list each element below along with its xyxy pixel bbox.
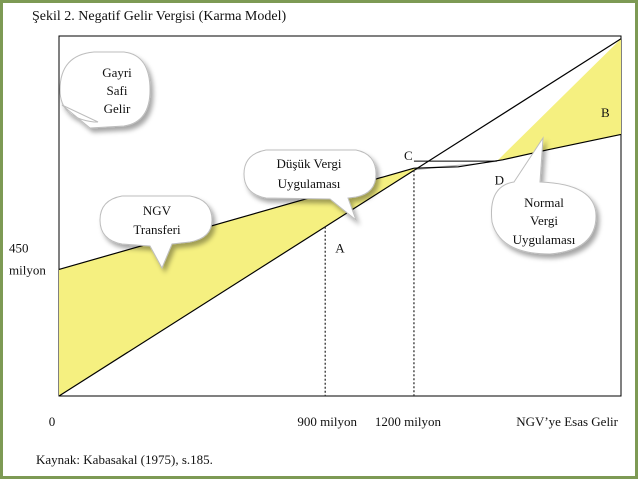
x-tick-0: 0 — [49, 414, 56, 429]
point-label-d: D — [495, 173, 504, 188]
y-tick-450-unit: milyon — [9, 262, 46, 277]
callout-low-tax-line-1: Düşük Vergi — [277, 156, 342, 171]
callout-ngv-transfer-bubble — [99, 195, 213, 270]
x-tick-1200: 1200 milyon — [375, 414, 442, 429]
callout-normal-tax-line-3: Uygulaması — [513, 232, 576, 247]
series-gross-income-line — [58, 38, 622, 397]
figure-source: Kaynak: Kabasakal (1975), s.185. — [36, 452, 213, 467]
x-axis-label: NGV’ye Esas Gelir — [516, 414, 618, 429]
point-label-a: A — [335, 240, 345, 255]
callout-normal-tax: Normal Vergi Uygulaması — [490, 136, 597, 255]
callout-gross-income-bubble — [59, 51, 151, 129]
x-tick-900: 900 milyon — [297, 414, 357, 429]
callout-ngv-transfer-line-1: NGV — [143, 203, 172, 218]
callout-gross-income-line-3: Gelir — [104, 101, 131, 116]
callout-gross-income-line-2: Safi — [107, 83, 128, 98]
callout-gross-income-line-1: Gayri — [102, 65, 132, 80]
callout-normal-tax-bubble — [490, 136, 597, 255]
callout-low-tax-line-2: Uygulaması — [278, 176, 341, 191]
point-label-c: C — [404, 148, 413, 163]
series-normal-tax-line — [413, 133, 622, 169]
callout-normal-tax-line-1: Normal — [524, 195, 564, 210]
callout-ngv-transfer: NGV Transferi — [99, 195, 213, 270]
callout-ngv-transfer-line-2: Transferi — [133, 222, 181, 237]
region-normal-tax — [496, 38, 621, 162]
callout-gross-income: Gayri Safi Gelir — [59, 51, 151, 129]
point-label-b: B — [601, 105, 610, 120]
callout-low-tax: Düşük Vergi Uygulaması — [243, 149, 377, 222]
callout-low-tax-bubble — [243, 149, 377, 222]
callout-normal-tax-line-2: Vergi — [530, 213, 558, 228]
figure-title: Şekil 2. Negatif Gelir Vergisi (Karma Mo… — [32, 9, 287, 24]
y-tick-450: 450 — [9, 240, 29, 255]
